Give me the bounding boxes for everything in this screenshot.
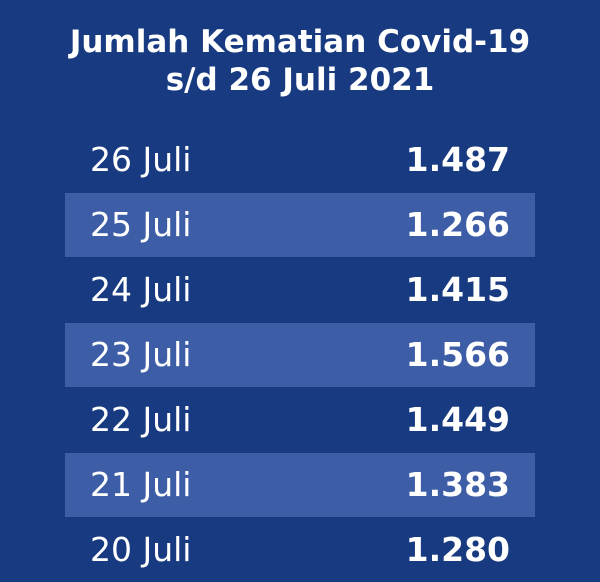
table-row: 21 Juli 1.383 [65,453,535,517]
table-row: 25 Juli 1.266 [65,193,535,257]
date-cell: 22 Juli [90,400,192,439]
value-cell: 1.449 [405,400,510,439]
table-row: 22 Juli 1.449 [65,388,535,452]
table-row: 23 Juli 1.566 [65,323,535,387]
date-cell: 20 Juli [90,530,192,569]
value-cell: 1.566 [405,335,510,374]
value-cell: 1.383 [405,465,510,504]
table-row: 24 Juli 1.415 [65,258,535,322]
date-cell: 24 Juli [90,270,192,309]
value-cell: 1.280 [405,530,510,569]
date-cell: 21 Juli [90,465,192,504]
table-row: 20 Juli 1.280 [65,518,535,582]
table-row: 26 Juli 1.487 [65,128,535,192]
date-cell: 23 Juli [90,335,192,374]
date-cell: 26 Juli [90,140,192,179]
value-cell: 1.487 [405,140,510,179]
value-cell: 1.415 [405,270,510,309]
title-line: Jumlah Kematian Covid-19 [69,24,531,60]
date-cell: 25 Juli [90,205,192,244]
title-line: s/d 26 Juli 2021 [165,62,435,98]
value-cell: 1.266 [405,205,510,244]
